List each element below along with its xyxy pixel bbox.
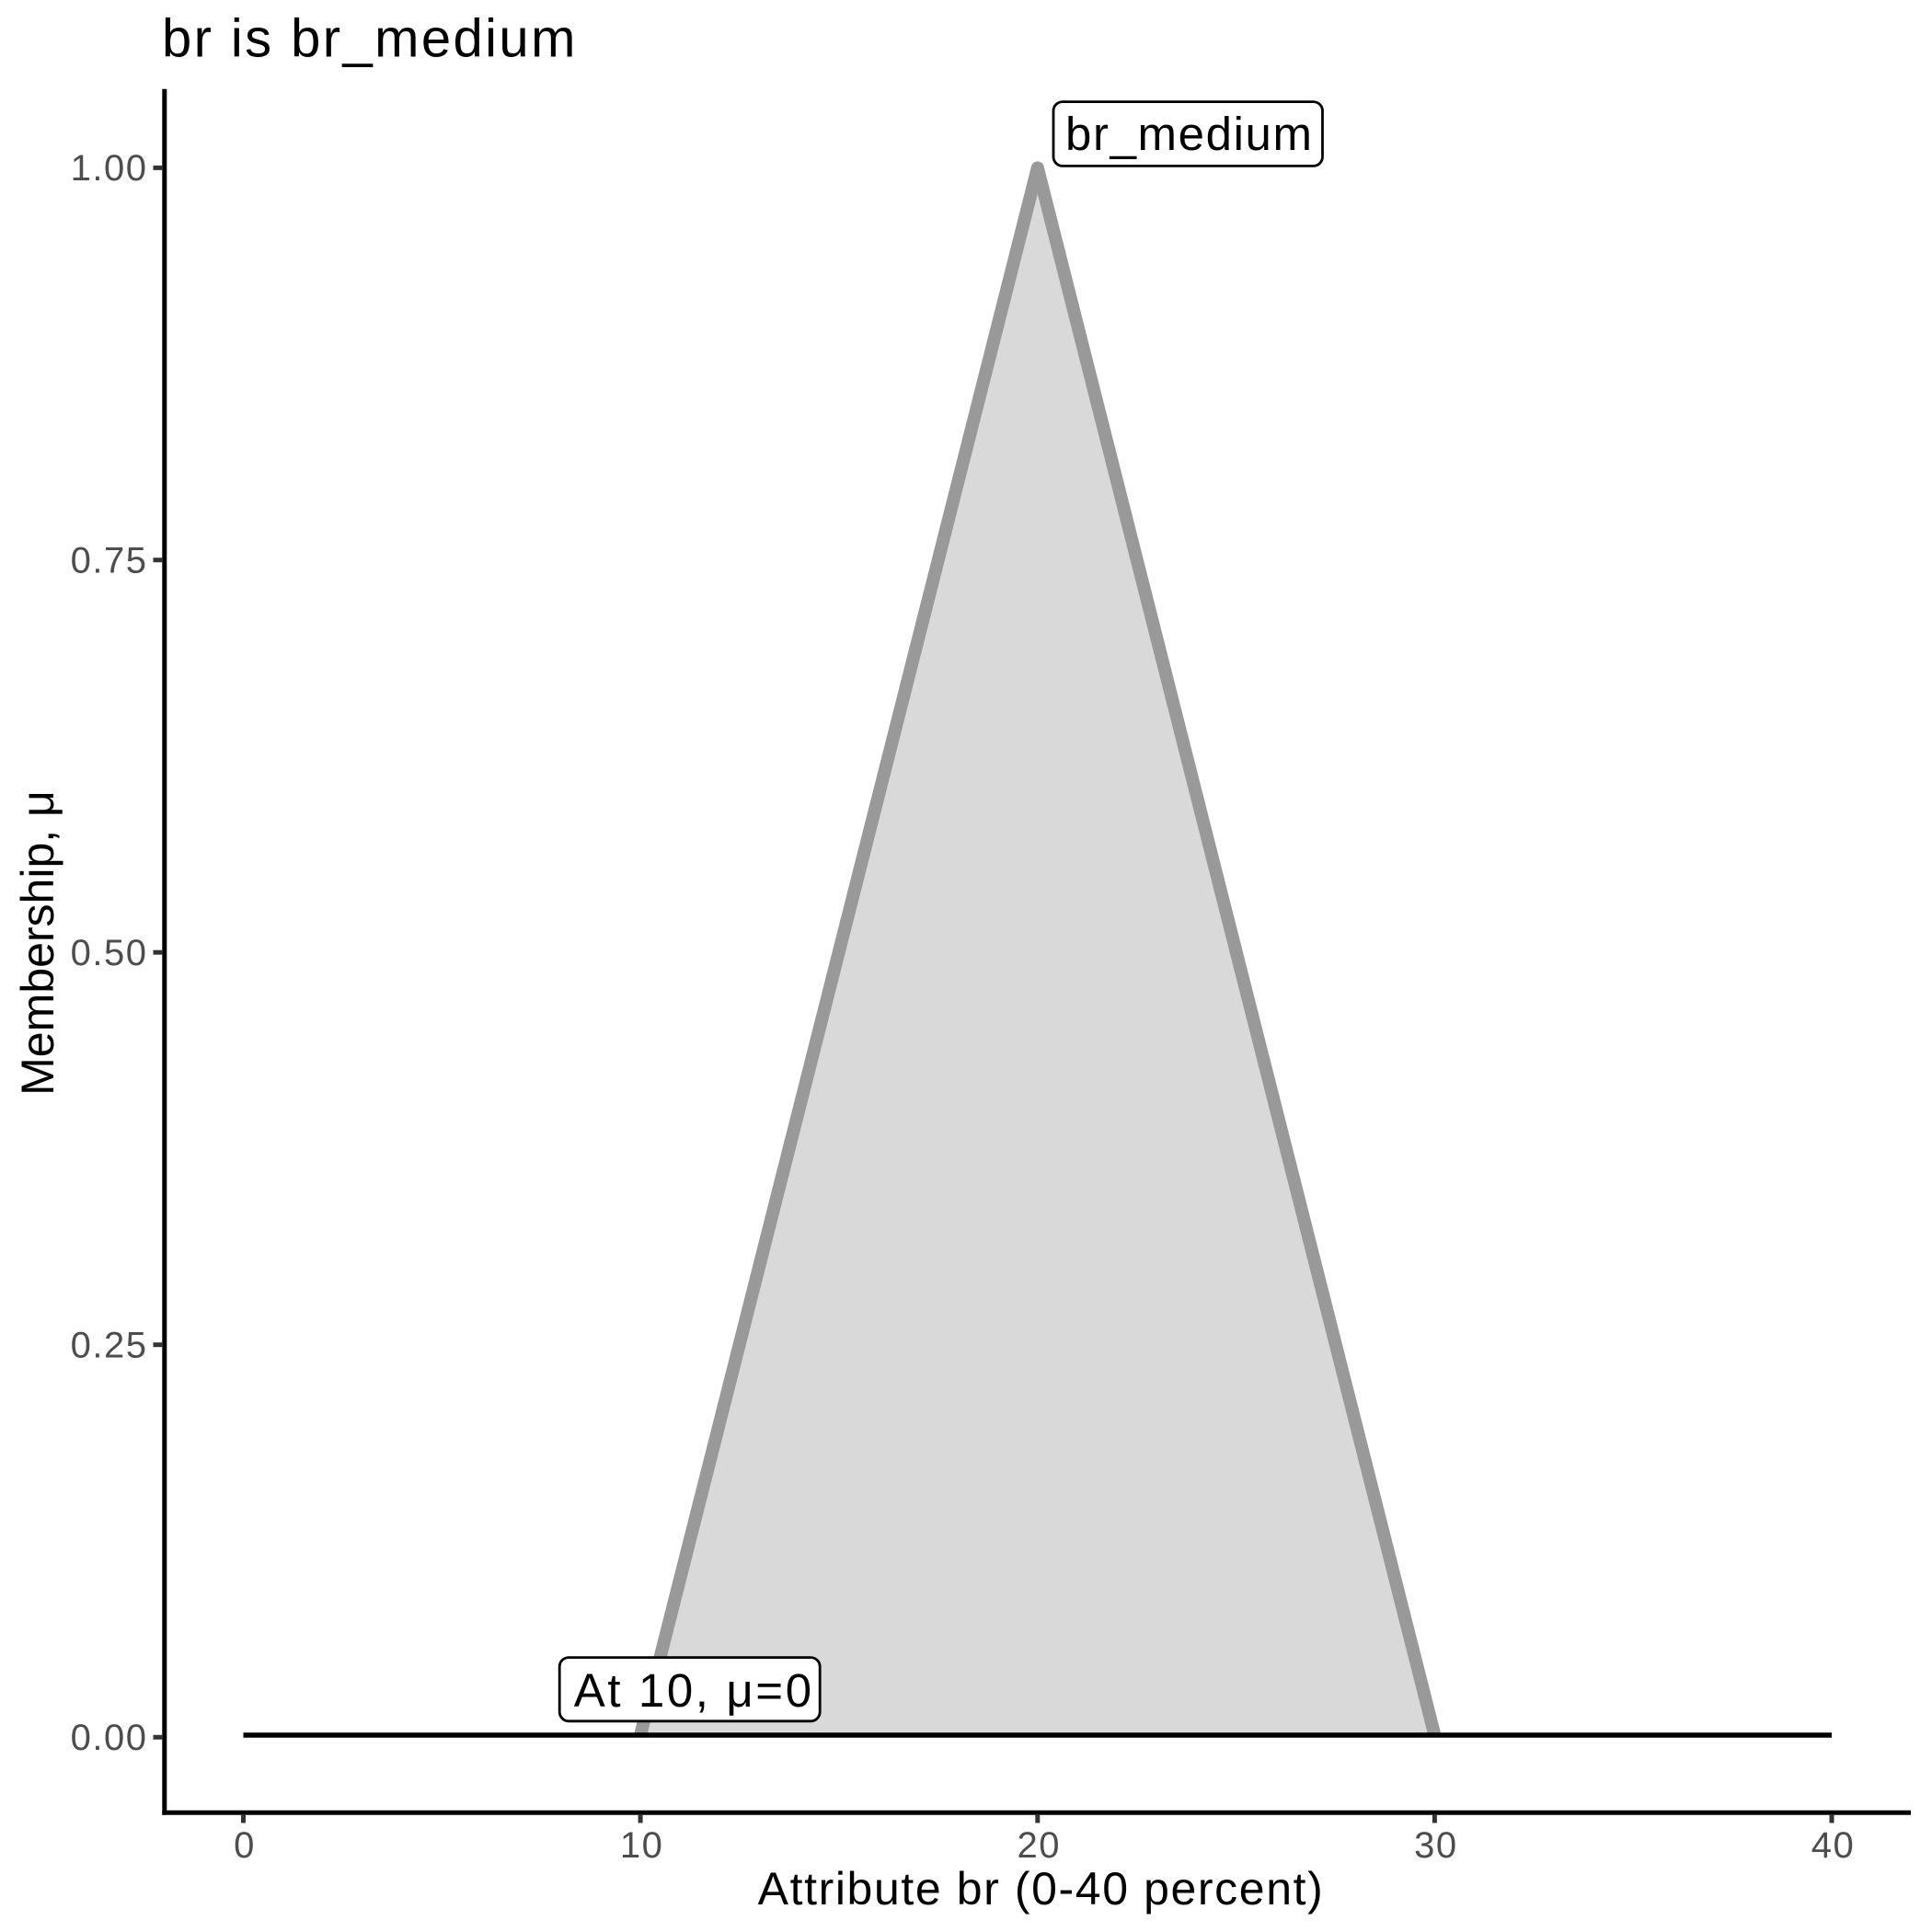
svg-text:0: 0	[234, 1825, 256, 1866]
svg-text:Attribute br (0-40 percent): Attribute br (0-40 percent)	[758, 1863, 1325, 1915]
svg-text:Membership, μ: Membership, μ	[12, 790, 63, 1096]
svg-text:0.75: 0.75	[71, 540, 148, 581]
svg-text:At 10, μ=0: At 10, μ=0	[574, 1664, 814, 1717]
svg-text:20: 20	[1018, 1825, 1062, 1866]
svg-text:0.00: 0.00	[71, 1718, 148, 1758]
svg-text:40: 40	[1811, 1825, 1856, 1866]
svg-text:br is br_medium: br is br_medium	[162, 9, 578, 69]
svg-text:br_medium: br_medium	[1065, 108, 1314, 160]
svg-text:0.50: 0.50	[71, 933, 148, 973]
svg-text:30: 30	[1414, 1825, 1458, 1866]
svg-text:0.25: 0.25	[71, 1325, 148, 1365]
svg-text:10: 10	[620, 1825, 664, 1866]
svg-text:1.00: 1.00	[71, 148, 148, 189]
